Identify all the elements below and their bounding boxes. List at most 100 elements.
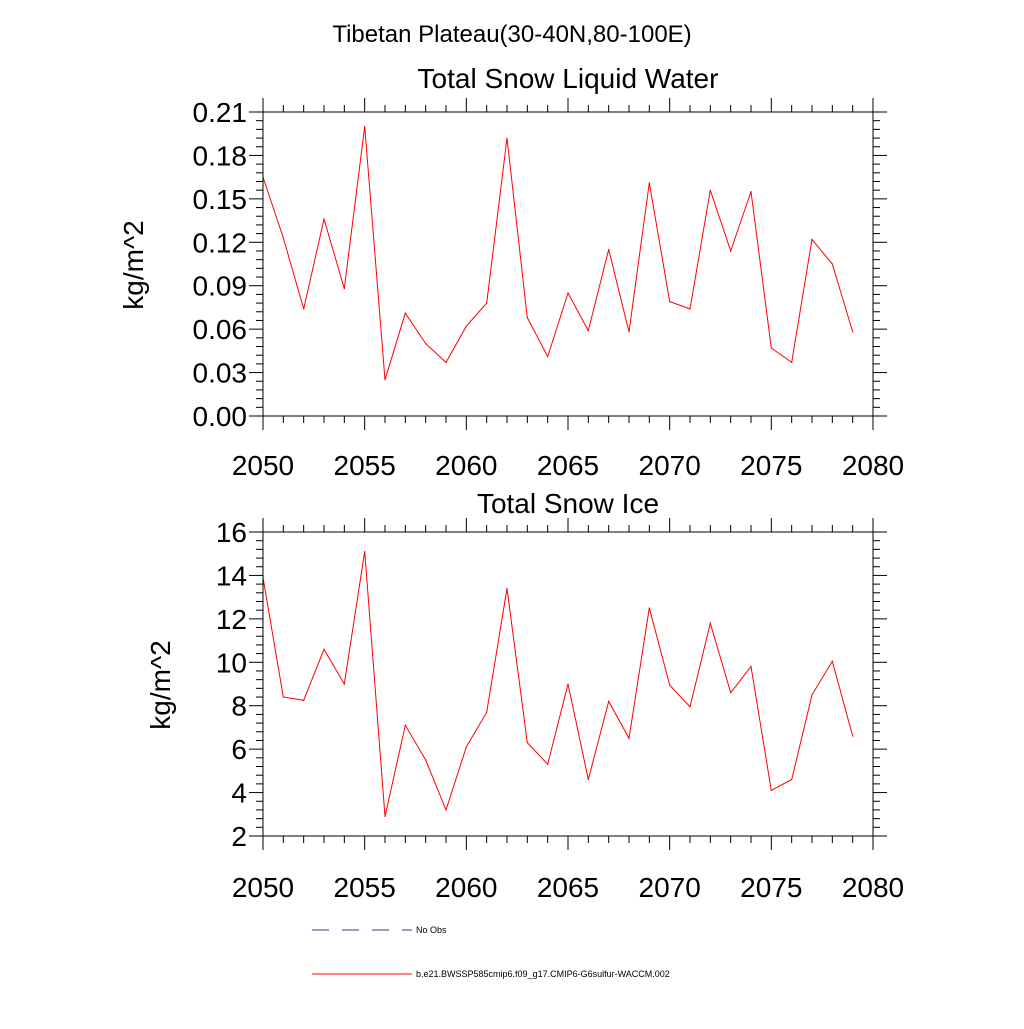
data-point (282, 237, 284, 239)
data-point (730, 692, 732, 694)
x-tick-label: 2065 (537, 450, 599, 481)
data-point (750, 191, 752, 193)
data-point (628, 331, 630, 333)
data-point (689, 308, 691, 310)
x-tick-label: 2075 (740, 450, 802, 481)
data-point (608, 700, 610, 702)
y-tick-label: 14 (216, 560, 247, 591)
legend-model-label: b.e21.BWSSP585cmip6.f09_g17.CMIP6-G6sulf… (416, 969, 670, 979)
data-point (852, 735, 854, 737)
plot-frame (262, 531, 874, 837)
y-tick-label: 0.12 (193, 227, 248, 258)
series-line (262, 126, 854, 380)
data-point (364, 125, 366, 128)
data-point (526, 742, 528, 744)
chart-title: Total Snow Liquid Water (418, 63, 719, 94)
data-point (648, 182, 650, 184)
data-point (323, 648, 325, 650)
legend: No Obs b.e21.BWSSP585cmip6.f09_g17.CMIP6… (312, 925, 670, 979)
data-point (343, 288, 345, 290)
data-point (384, 815, 386, 818)
data-point (506, 587, 508, 590)
data-point (831, 263, 833, 265)
data-point (384, 379, 386, 381)
series-layer (262, 125, 854, 381)
data-point (526, 316, 528, 319)
x-tick-label: 2080 (842, 872, 904, 903)
data-point (587, 329, 589, 332)
y-tick-label: 2 (231, 821, 247, 852)
data-point (770, 347, 772, 349)
data-point (486, 302, 488, 304)
y-tick-label: 10 (216, 647, 247, 678)
data-point (709, 622, 711, 624)
y-tick-label: 8 (231, 691, 247, 722)
data-point (567, 683, 569, 685)
axis-ticks (249, 98, 887, 430)
data-point (364, 550, 366, 553)
y-tick-label: 16 (216, 517, 247, 548)
y-tick-label: 0.06 (193, 314, 248, 345)
data-point (831, 660, 833, 662)
x-tick-label: 2050 (232, 450, 294, 481)
axis-tick-labels: 2050 2055 2060 2065 2070 2075 2080 2 4 6 8 10 12 14 16 (216, 517, 904, 903)
y-tick-label: 0.21 (193, 97, 248, 128)
x-tick-label: 2070 (639, 450, 701, 481)
x-tick-label: 2065 (537, 872, 599, 903)
data-point (791, 778, 793, 781)
x-tick-label: 2080 (842, 450, 904, 481)
data-point (465, 746, 467, 748)
chart-panel-snow-ice: Total Snow Ice kg/m^2 2050 2055 2060 2065 20… (145, 488, 904, 903)
x-tick-label: 2060 (435, 450, 497, 481)
y-tick-label: 0.03 (193, 358, 248, 389)
data-point (811, 694, 813, 696)
y-axis-label: kg/m^2 (118, 220, 149, 309)
axis-ticks (249, 518, 887, 850)
data-point (750, 666, 752, 668)
page-title: Tibetan Plateau(30-40N,80-100E) (332, 21, 691, 48)
data-point (628, 737, 630, 739)
data-point (547, 763, 549, 765)
series-line (262, 551, 854, 817)
data-point (465, 325, 467, 327)
data-point (730, 250, 732, 252)
y-tick-label: 0.00 (193, 401, 248, 432)
x-tick-label: 2060 (435, 872, 497, 903)
x-tick-label: 2055 (334, 450, 396, 481)
data-point (506, 137, 508, 139)
data-point (323, 218, 325, 220)
data-point (445, 361, 447, 364)
x-tick-label: 2075 (740, 872, 802, 903)
data-point (303, 699, 305, 701)
y-tick-label: 0.18 (193, 140, 248, 171)
x-tick-label: 2055 (334, 872, 396, 903)
data-point (303, 308, 305, 310)
data-point (587, 778, 589, 781)
axis-tick-labels: 2050 2055 2060 2065 2070 2075 2080 0.00 0.03 0.06… (193, 97, 905, 481)
data-point (669, 301, 671, 303)
data-point (486, 711, 488, 713)
data-point (547, 356, 549, 358)
chart-panel-snow-liquid-water: Total Snow Liquid Water kg/m^2 2050 2055 2… (118, 63, 904, 481)
data-point (791, 361, 793, 364)
legend-obs-label: No Obs (416, 925, 447, 935)
y-tick-label: 0.15 (193, 184, 248, 215)
data-point (608, 248, 610, 251)
data-point (811, 238, 813, 240)
x-tick-label: 2050 (232, 872, 294, 903)
series-layer (262, 550, 854, 818)
y-tick-label: 6 (231, 734, 247, 765)
data-point (404, 724, 406, 726)
data-point (648, 607, 650, 609)
data-point (425, 343, 427, 345)
y-tick-label: 12 (216, 604, 247, 635)
data-point (343, 683, 345, 685)
data-point (282, 696, 284, 698)
data-point (709, 189, 711, 191)
data-point (852, 331, 854, 333)
data-point (404, 312, 406, 314)
chart-title: Total Snow Ice (477, 488, 659, 519)
plot-frame (262, 111, 874, 417)
